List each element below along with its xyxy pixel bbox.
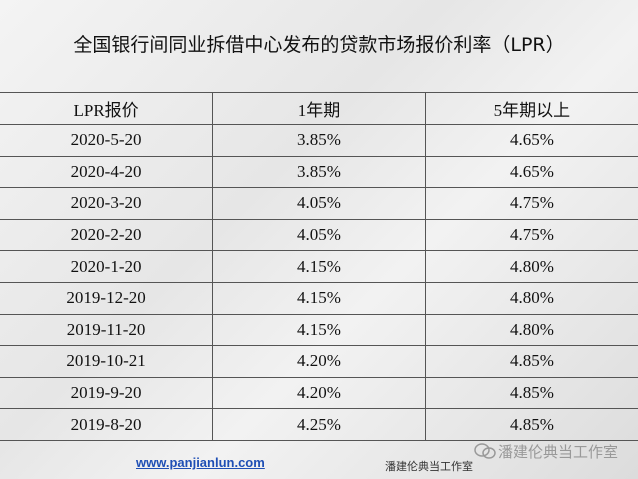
- table-row: 2020-1-20 4.15% 4.80%: [0, 250, 638, 283]
- table-cell: 2019-9-20: [0, 376, 214, 410]
- title: 全国银行间同业拆借中心发布的贷款市场报价利率（LPR）: [73, 34, 565, 56]
- table-cell: 2020-5-20: [0, 124, 214, 157]
- table-row: 2019-8-20 4.25% 4.85%: [0, 408, 638, 441]
- table-cell: 4.15%: [212, 281, 426, 315]
- table-row: 2020-3-20 4.05% 4.75%: [0, 187, 638, 220]
- table-cell: 2019-12-20: [0, 281, 214, 315]
- table-cell: 4.85%: [424, 345, 638, 378]
- table-cell: 2019-8-20: [0, 408, 214, 441]
- column-header: 5年期以上: [424, 92, 638, 125]
- table-cell: 4.75%: [424, 187, 638, 220]
- table-cell: 4.80%: [424, 313, 638, 347]
- table-row: 2019-12-20 4.15% 4.80%: [0, 281, 638, 315]
- table-body: 2020-5-20 3.85% 4.65% 2020-4-20 3.85% 4.65% 20…: [0, 124, 638, 441]
- table-cell: 4.80%: [424, 250, 638, 283]
- table-cell: 4.20%: [212, 345, 426, 378]
- table-row: 2020-5-20 3.85% 4.65%: [0, 124, 638, 157]
- watermark: 潘建伦典当工作室: [498, 443, 619, 461]
- table-cell: 4.25%: [212, 408, 426, 441]
- lpr-table: LPR报价 1年期 5年期以上 2020-5-20 3.85% 4.65% 2020-4-…: [0, 92, 638, 441]
- table-cell: 4.85%: [424, 376, 638, 410]
- table-cell: 2019-11-20: [0, 313, 214, 347]
- header-row: LPR报价 1年期 5年期以上: [0, 92, 638, 125]
- table-row: 2020-4-20 3.85% 4.65%: [0, 155, 638, 189]
- table-cell: 2020-4-20: [0, 155, 214, 189]
- table-cell: 2020-2-20: [0, 218, 214, 252]
- url[interactable]: www.panjianlun.com: [136, 455, 265, 470]
- column-header: 1年期: [212, 92, 426, 125]
- table-cell: 3.85%: [212, 124, 426, 157]
- table-cell: 4.65%: [424, 124, 638, 157]
- caption: 潘建伦典当工作室: [385, 460, 473, 473]
- table-cell: 2019-10-21: [0, 345, 214, 378]
- table-cell: 3.85%: [212, 155, 426, 189]
- table-cell: 4.05%: [212, 218, 426, 252]
- table-cell: 4.15%: [212, 313, 426, 347]
- table-cell: 4.65%: [424, 155, 638, 189]
- table-cell: 2020-1-20: [0, 250, 214, 283]
- table-cell: 4.05%: [212, 187, 426, 220]
- table-cell: 4.15%: [212, 250, 426, 283]
- table-row: 2020-2-20 4.05% 4.75%: [0, 218, 638, 252]
- table-row: 2019-11-20 4.15% 4.80%: [0, 313, 638, 347]
- table-cell: 4.75%: [424, 218, 638, 252]
- table-cell: 4.80%: [424, 281, 638, 315]
- table-row: 2019-10-21 4.20% 4.85%: [0, 345, 638, 378]
- table-cell: 2020-3-20: [0, 187, 214, 220]
- table-cell: 4.85%: [424, 408, 638, 441]
- table-cell: 4.20%: [212, 376, 426, 410]
- table-row: 2019-9-20 4.20% 4.85%: [0, 376, 638, 410]
- wechat-icon: [474, 443, 496, 459]
- column-header: LPR报价: [0, 92, 214, 125]
